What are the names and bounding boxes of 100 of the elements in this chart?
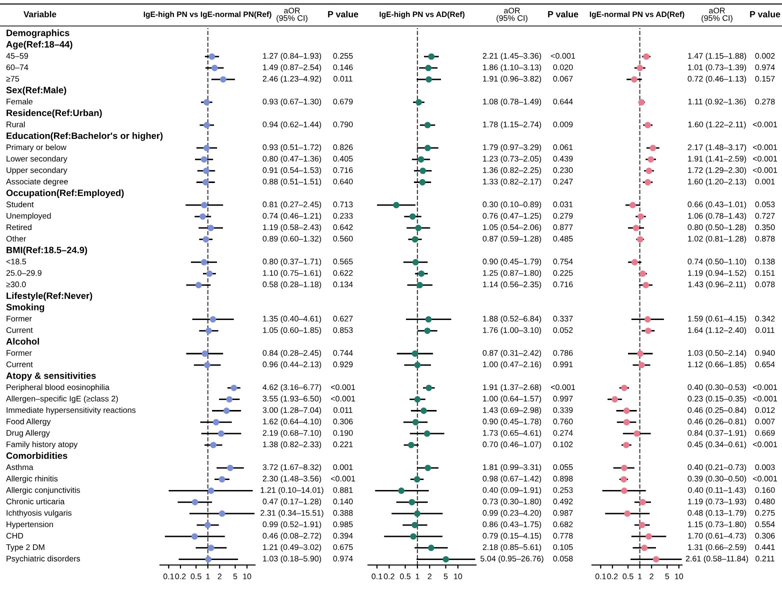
data-label: 1.27 (0.84–1.93) <box>263 52 322 60</box>
text: 0.754 <box>553 258 573 264</box>
text: 0.001 <box>333 464 353 470</box>
y-tick-label: Allergic rhinitis <box>6 476 58 484</box>
y-tick-label: Female <box>6 98 33 104</box>
text: 0.001 <box>755 178 775 184</box>
data-label: 1.25 (0.87–1.80) <box>483 270 542 278</box>
data-label: 1.73 (0.65–4.61) <box>483 430 542 438</box>
data-label: 1.00 (0.64–1.57) <box>483 396 542 404</box>
text: 0.786 <box>553 350 573 356</box>
data-label: 1.88 (0.52–6.84) <box>483 316 542 324</box>
text: 0.225 <box>553 270 573 276</box>
text: 0.877 <box>553 224 573 230</box>
text: 0.009 <box>553 122 573 128</box>
data-label: 0.93 (0.51–1.72) <box>262 144 322 152</box>
data-label: 1.91 (1.37–2.68) <box>483 384 542 392</box>
data-label: 1.21 (0.10–14.01) <box>260 486 324 494</box>
text: 0.405 <box>333 156 353 162</box>
y-tick-label: Current <box>6 327 33 333</box>
text: <0.001 <box>330 476 356 482</box>
text: 0.682 <box>553 521 573 528</box>
text: 0.760 <box>553 418 573 424</box>
text: 0.790 <box>333 122 353 128</box>
y-tick-label: Sex(Ref:Male) <box>6 86 66 96</box>
data-label: 0.40 (0.21–0.73) <box>688 464 746 472</box>
text: 0.744 <box>333 350 353 356</box>
y-tick-label: 25.0–29.9 <box>6 270 42 276</box>
y-tick-label: Rural <box>6 121 25 128</box>
text: 0.642 <box>333 224 353 230</box>
data-label: 5.04 (0.95–26.76) <box>480 556 544 564</box>
text: <0.001 <box>752 156 778 162</box>
x-tick-label: 0.2 <box>607 574 618 580</box>
data-label: 1.33 (0.82–2.17) <box>483 178 542 186</box>
y-tick-label: Lifestyle(Ref:Never) <box>6 292 92 301</box>
text: 0.669 <box>755 430 775 436</box>
text: 0.031 <box>553 202 573 208</box>
data-label: 1.78 (1.15–2.74) <box>483 121 542 129</box>
data-label: 0.46 (0.08–2.72) <box>262 532 322 540</box>
x-tick-label: 0.5 <box>400 574 411 580</box>
data-label: 0.84 (0.28–2.45) <box>262 350 322 358</box>
y-tick-label: Allergic conjunctivitis <box>6 486 80 494</box>
x-tick-label: 0.5 <box>622 574 634 580</box>
text: 0.105 <box>553 544 573 550</box>
text: 0.644 <box>553 98 573 104</box>
text: 0.342 <box>755 316 775 322</box>
data-label: 1.03 (0.18–5.90) <box>263 556 322 564</box>
data-label: 1.43 (0.96–2.11) <box>688 281 746 289</box>
y-tick-label: Smoking <box>6 304 44 312</box>
y-tick-label: Lower secondary <box>6 156 68 164</box>
y-tick-label: Current <box>6 362 33 368</box>
text: 0.826 <box>333 144 353 150</box>
x-tick-label: 2 <box>650 574 654 580</box>
x-tick-label: 10 <box>675 574 684 580</box>
text: 0.274 <box>553 430 573 436</box>
text: 0.160 <box>755 487 775 493</box>
text: 0.350 <box>755 224 775 230</box>
y-tick-label: Upper secondary <box>6 167 68 175</box>
text: 0.388 <box>333 510 353 516</box>
data-label: 0.91 (0.54–1.53) <box>262 167 322 175</box>
data-label: 0.40 (0.09–1.91) <box>482 486 542 494</box>
data-label: 0.99 (0.52–1.91) <box>262 521 322 529</box>
text: aOR (95% CI) <box>276 8 308 23</box>
y-tick-label: <18.5 <box>6 258 26 264</box>
text: 0.716 <box>333 167 353 173</box>
text: 0.146 <box>333 64 353 70</box>
data-label: 0.46 (0.26–0.81) <box>688 418 746 426</box>
x-tick-label: 1 <box>206 574 210 580</box>
data-label: 3.55 (1.93–6.50) <box>262 396 322 404</box>
data-label: 1.21 (0.49–3.02) <box>263 544 322 552</box>
data-label: 4.62 (3.16–6.77) <box>262 384 322 392</box>
data-label: 1.12 (0.66–1.85) <box>688 361 746 369</box>
text: 0.991 <box>553 362 573 368</box>
text: <0.001 <box>752 144 778 150</box>
data-label: 0.98 (0.67–1.42) <box>482 476 542 484</box>
data-label: 1.00 (0.47–2.16) <box>483 361 542 369</box>
data-label: 2.46 (1.23–4.92) <box>262 76 322 84</box>
y-tick-label: Asthma <box>6 464 34 470</box>
y-tick-label: Hypertension <box>6 521 53 529</box>
x-tick-label: 1 <box>638 574 642 580</box>
data-label: 1.35 (0.40–4.61) <box>263 316 322 324</box>
data-label: 0.73 (0.30–1.80) <box>482 498 542 506</box>
data-label: 1.43 (0.69–2.98) <box>483 407 542 415</box>
x-tick-label: 2 <box>428 574 432 580</box>
data-label: 0.45 (0.34–0.61) <box>688 441 746 449</box>
text: 0.020 <box>553 64 573 70</box>
text: 0.337 <box>553 316 573 322</box>
x-tick-label: 0.2 <box>175 574 186 580</box>
text: 0.339 <box>553 407 573 413</box>
text: <0.001 <box>330 396 356 402</box>
y-tick-label: ≥75 <box>6 76 20 82</box>
data-label: 2.19 (0.68–7.10) <box>262 430 322 438</box>
data-label: 0.96 (0.44–2.13) <box>262 361 322 369</box>
x-tick-label: 5 <box>444 574 448 580</box>
y-tick-label: 60–74 <box>6 64 28 70</box>
data-label: 0.90 (0.45–1.78) <box>482 418 542 426</box>
text: 0.157 <box>755 76 775 82</box>
y-tick-label: Former <box>6 316 32 322</box>
data-label: 1.76 (1.00–3.10) <box>483 327 542 335</box>
data-label: 1.36 (0.82–2.25) <box>483 167 542 175</box>
text: 0.898 <box>553 476 573 482</box>
